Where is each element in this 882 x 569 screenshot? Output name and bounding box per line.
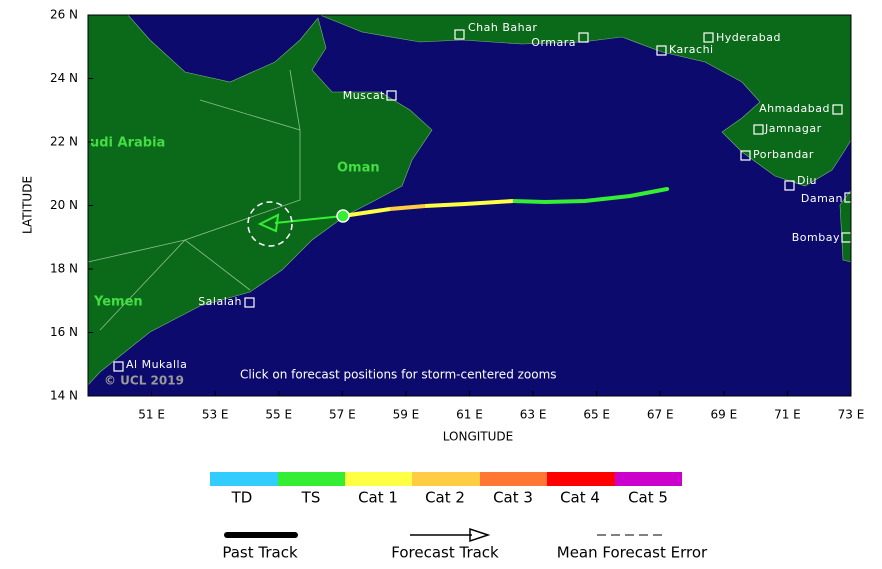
border — [87, 239, 251, 291]
city-label: Chah Bahar — [468, 21, 537, 34]
cities: Chah Bahar Ormara Karachi Hyderabad Musc… — [113, 21, 855, 372]
city-label: Hyderabad — [716, 31, 781, 44]
land-iran-pakistan-india — [319, 14, 852, 187]
city-label: Karachi — [669, 43, 714, 56]
legend-label: TS — [301, 489, 321, 507]
forecast-track[interactable] — [274, 215, 344, 224]
city-marker — [578, 32, 589, 43]
legend-swatch — [210, 472, 278, 486]
city-label: Muscat — [343, 89, 385, 102]
x-tick-label: 73 E — [838, 408, 865, 422]
y-tick-label: 14 N — [50, 389, 78, 403]
credit: © UCL 2019 — [104, 374, 184, 388]
legend-label: Cat 1 — [358, 489, 398, 507]
city-label: Diu — [797, 174, 817, 187]
city-marker — [832, 104, 843, 115]
x-tick-label: 51 E — [138, 408, 165, 422]
legend-label: TD — [231, 489, 253, 507]
storm-position[interactable] — [336, 209, 350, 223]
legend: TD TS Cat 1 Cat 2 Cat 3 Cat 4 Cat 5 Past… — [210, 472, 708, 562]
x-tick-label: 63 E — [520, 408, 547, 422]
y-tick-label: 20 N — [50, 198, 78, 212]
border — [199, 99, 301, 131]
note: Click on forecast positions for storm-ce… — [240, 368, 557, 382]
legend-swatch — [547, 472, 615, 486]
legend-swatch — [345, 472, 412, 486]
city-marker — [740, 150, 751, 161]
city-label: Bombay — [792, 231, 840, 244]
x-tick-label: 53 E — [202, 408, 229, 422]
legend-label: Cat 2 — [425, 489, 465, 507]
forecast-error — [247, 201, 293, 247]
legend-forecast-arrow — [469, 527, 491, 543]
legend-swatch — [480, 472, 547, 486]
city-marker — [454, 29, 465, 40]
city-marker — [784, 180, 795, 191]
map-area: udi Arabia Oman Yemen Chah Bahar Ormara … — [87, 14, 855, 397]
x-tick-label: 61 E — [456, 408, 483, 422]
legend-label: Cat 5 — [628, 489, 668, 507]
city-label: Al Mukalla — [126, 358, 187, 371]
x-axis-label: LONGITUDE — [443, 430, 513, 444]
x-tick-label: 55 E — [265, 408, 292, 422]
y-tick-label: 18 N — [50, 262, 78, 276]
city-marker — [244, 297, 255, 308]
city-marker — [113, 361, 124, 372]
city-label: Daman — [801, 192, 843, 205]
city-label: Jamnagar — [764, 122, 822, 135]
country-label: Yemen — [93, 295, 143, 310]
past-track-cat1 — [342, 207, 391, 218]
legend-swatch — [615, 472, 682, 486]
x-tick-label: 65 E — [583, 408, 610, 422]
country-label: udi Arabia — [90, 136, 165, 151]
city-label: Porbandar — [753, 148, 814, 161]
y-tick-label: 22 N — [50, 135, 78, 149]
city-marker — [844, 192, 855, 203]
axes: 51 E 53 E 55 E 57 E 59 E 61 E 63 E 65 E 67 E 69 E… — [50, 8, 864, 422]
city-marker — [753, 124, 764, 135]
country-label: Oman — [337, 161, 380, 176]
y-tick-label: 26 N — [50, 8, 78, 22]
past-track-cat2 — [389, 204, 426, 211]
x-tick-label: 57 E — [329, 408, 356, 422]
border — [99, 69, 301, 331]
forecast-arrow[interactable] — [257, 213, 280, 233]
past-track-ts — [511, 187, 669, 205]
city-marker — [703, 32, 714, 43]
x-tick-label: 59 E — [393, 408, 420, 422]
legend-label: Forecast Track — [391, 544, 499, 562]
past-track-cat1 — [424, 199, 514, 208]
legend-swatch — [278, 472, 345, 486]
legend-label: Past Track — [222, 544, 298, 562]
legend-label: Cat 3 — [493, 489, 533, 507]
city-marker — [656, 45, 667, 56]
y-axis-label: LATITUDE — [21, 176, 35, 234]
legend-label: Cat 4 — [560, 489, 600, 507]
city-label: Ahmadabad — [759, 102, 830, 115]
y-tick-label: 24 N — [50, 71, 78, 85]
city-label: Salalah — [198, 295, 242, 308]
city-label: Ormara — [531, 36, 576, 49]
x-tick-label: 67 E — [647, 408, 674, 422]
city-marker — [386, 90, 397, 101]
legend-swatch — [412, 472, 480, 486]
land-arabia — [87, 14, 433, 386]
x-tick-label: 71 E — [774, 408, 801, 422]
x-tick-label: 69 E — [710, 408, 737, 422]
legend-label: Mean Forecast Error — [557, 544, 708, 562]
y-tick-label: 16 N — [50, 325, 78, 339]
